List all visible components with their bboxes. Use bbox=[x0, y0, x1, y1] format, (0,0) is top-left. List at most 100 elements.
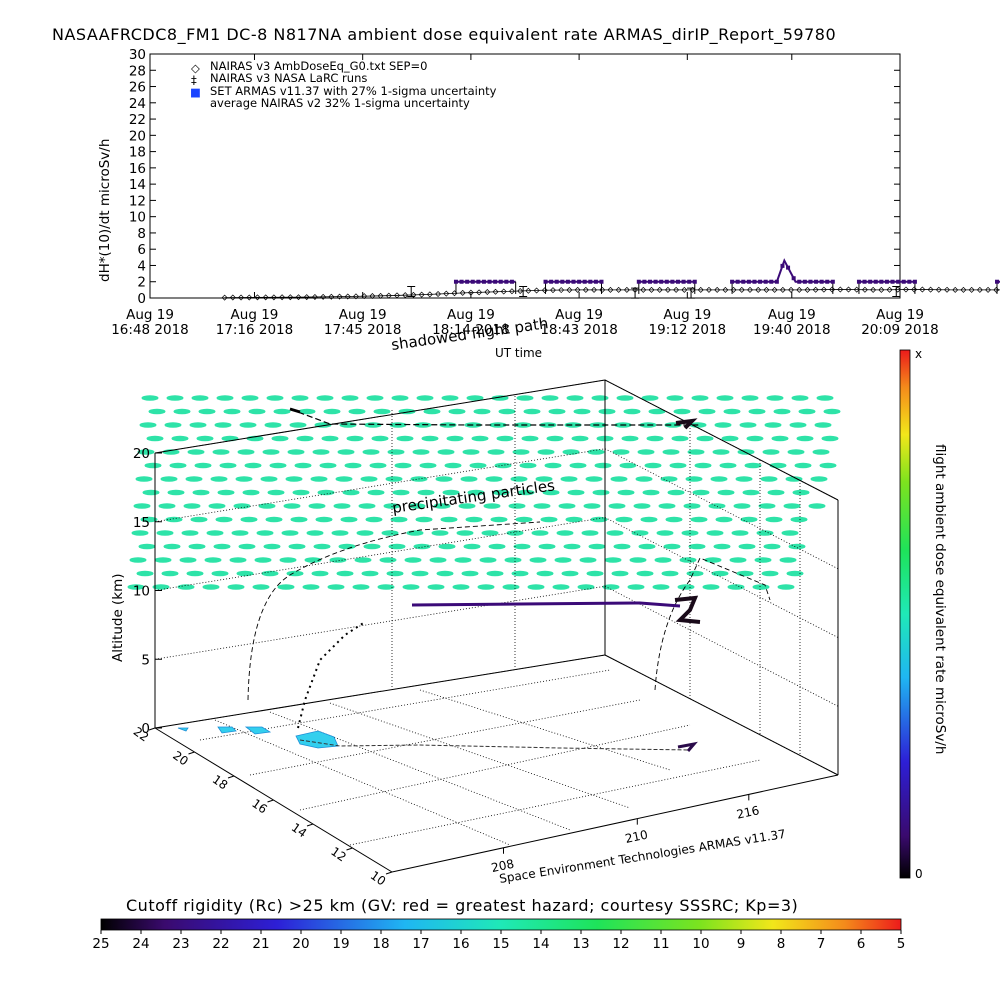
colorbar-tick-label: 8 bbox=[777, 936, 786, 952]
particle-dash bbox=[241, 395, 259, 401]
nairas-v3-point bbox=[607, 286, 614, 293]
particle-dash bbox=[796, 435, 814, 442]
particle-dash bbox=[187, 449, 205, 455]
particle-dash bbox=[706, 530, 724, 536]
nairas-v3-point bbox=[648, 286, 655, 293]
particle-dash bbox=[394, 462, 412, 469]
armas-point bbox=[896, 279, 901, 284]
nairas-v3-point bbox=[402, 292, 409, 299]
nairas-v3-point bbox=[697, 286, 704, 293]
armas-point bbox=[735, 279, 740, 284]
particle-dash bbox=[823, 408, 841, 415]
particle-dash bbox=[633, 503, 651, 509]
particle-dash bbox=[196, 435, 214, 442]
particle-dash bbox=[315, 516, 333, 523]
lat-tick-label: 18 bbox=[210, 772, 231, 792]
particle-dash bbox=[548, 408, 566, 415]
particle-dash bbox=[192, 489, 210, 496]
particle-dash bbox=[273, 408, 291, 415]
particle-dash bbox=[331, 530, 349, 536]
nairas-v3-point bbox=[771, 286, 778, 293]
grid-line bbox=[154, 654, 606, 729]
nairas-v3-point bbox=[443, 290, 450, 297]
armas-series-line bbox=[732, 258, 833, 283]
armas-point bbox=[543, 279, 548, 284]
particle-dash bbox=[387, 449, 405, 455]
altitude-axis-ticks: 0 5 10 15 20 bbox=[133, 446, 162, 737]
particle-dash bbox=[758, 503, 776, 509]
particle-dash bbox=[577, 584, 595, 590]
particle-dash bbox=[506, 530, 524, 536]
particle-dash bbox=[494, 462, 512, 469]
particle-dash bbox=[412, 449, 430, 455]
armas-point bbox=[636, 279, 641, 284]
particle-dash bbox=[136, 570, 154, 577]
particle-dash bbox=[214, 422, 232, 428]
particle-dash bbox=[283, 503, 301, 509]
particle-dash bbox=[739, 422, 757, 428]
nairas-v3-point bbox=[960, 286, 967, 293]
particle-dash bbox=[336, 570, 354, 577]
colorbar-tick-label: 17 bbox=[412, 936, 429, 952]
particle-dash bbox=[371, 435, 389, 442]
nairas-v3-point bbox=[500, 288, 507, 295]
nairas-v3-point bbox=[812, 286, 819, 293]
particle-dash bbox=[583, 503, 601, 509]
nairas-v3-point bbox=[714, 286, 721, 293]
particle-dash bbox=[142, 489, 160, 496]
nairas-v3-point bbox=[492, 288, 499, 295]
particle-dash bbox=[258, 503, 276, 509]
x-tick-label-time: 18:43 2018 bbox=[540, 322, 618, 338]
nairas-v3-point bbox=[853, 286, 860, 293]
particle-dash bbox=[346, 435, 364, 442]
nairas-v3-point bbox=[533, 287, 540, 294]
particle-dash bbox=[694, 462, 712, 469]
legend-label: average NAIRAS v2 32% 1-sigma uncertaint… bbox=[210, 96, 470, 110]
particle-dash bbox=[552, 584, 570, 590]
annotation-precipitating-particles: precipitating particles bbox=[391, 476, 556, 517]
particle-dash bbox=[658, 503, 676, 509]
nairas-v3-point bbox=[558, 287, 565, 294]
colorbar-tick-label: 24 bbox=[132, 936, 149, 952]
particle-dash bbox=[236, 570, 254, 577]
particle-dash bbox=[208, 503, 226, 509]
nairas-v3-point bbox=[837, 286, 844, 293]
armas-point bbox=[481, 279, 486, 284]
particle-dash bbox=[648, 408, 666, 415]
particle-dash bbox=[129, 557, 147, 563]
armas-point bbox=[453, 279, 458, 284]
legend-label: NAIRAS v3 NASA LaRC runs bbox=[210, 71, 367, 85]
x-tick-label-time: 17:45 2018 bbox=[324, 322, 402, 338]
particle-dash bbox=[502, 584, 520, 590]
nairas-v3-point bbox=[517, 287, 524, 294]
x-tick-label-time: 19:12 2018 bbox=[649, 322, 727, 338]
ground-map-patches bbox=[177, 726, 339, 749]
x-tick-label-time: 19:40 2018 bbox=[753, 322, 831, 338]
particle-dash bbox=[565, 516, 583, 523]
armas-point bbox=[802, 279, 807, 284]
colorbar-gradient bbox=[100, 918, 902, 931]
nairas-v3-point bbox=[344, 293, 351, 300]
legend-label: SET ARMAS v11.37 with 27% 1-sigma uncert… bbox=[210, 84, 497, 98]
particle-dash bbox=[713, 543, 731, 550]
colorbar-tick-label: 7 bbox=[817, 936, 826, 952]
armas-point bbox=[786, 265, 791, 270]
nairas-v3-point bbox=[747, 286, 753, 293]
armas-point bbox=[746, 279, 751, 284]
particle-dash bbox=[729, 557, 747, 563]
armas-point bbox=[868, 279, 873, 284]
particle-dash bbox=[808, 503, 826, 509]
nairas-v3-point bbox=[673, 286, 680, 293]
particle-dash bbox=[539, 422, 557, 428]
particle-dash bbox=[479, 557, 497, 563]
nairas-v3-point bbox=[993, 286, 1000, 293]
y-tick-label: 22 bbox=[129, 112, 146, 128]
particle-dash bbox=[573, 408, 591, 415]
particle-dash bbox=[364, 422, 382, 428]
nairas-v3-point bbox=[681, 286, 688, 293]
nairas-v3-point bbox=[640, 286, 647, 293]
particle-dash bbox=[748, 408, 766, 415]
particle-dash bbox=[752, 584, 770, 590]
nairas-v3-point bbox=[320, 293, 327, 300]
